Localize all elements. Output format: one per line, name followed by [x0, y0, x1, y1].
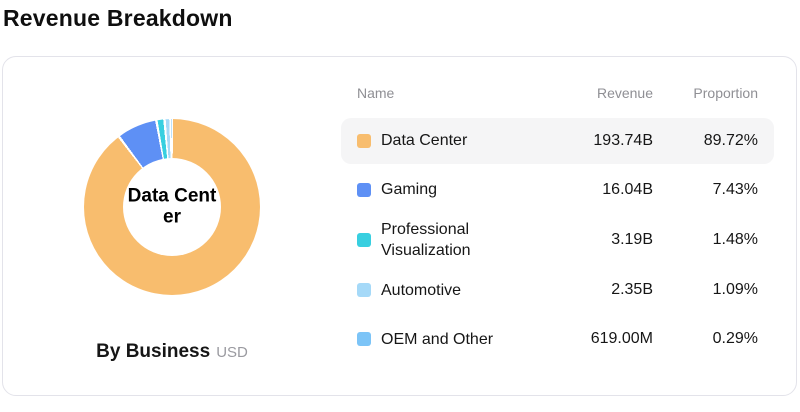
row-proportion-value: 1.48%	[712, 231, 758, 249]
row-name-cell: Gaming	[357, 179, 533, 200]
row-name-label: Professional Visualization	[381, 221, 471, 260]
row-proportion-value: 1.09%	[712, 281, 758, 299]
table-row[interactable]: Gaming 16.04B 7.43%	[341, 167, 774, 213]
row-revenue-value: 2.35B	[611, 281, 653, 299]
table-row[interactable]: Professional Visualization 3.19B 1.48%	[341, 216, 774, 264]
chart-caption-unit: USD	[216, 344, 248, 361]
series-color-swatch	[357, 332, 371, 347]
donut-center-label-line1: Data Cent	[127, 185, 217, 207]
table-body: Data Center 193.74B 89.72% Gaming 16.04B…	[341, 118, 774, 362]
row-name-cell: Data Center	[357, 130, 533, 151]
page-title: Revenue Breakdown	[3, 5, 233, 31]
series-color-swatch	[357, 283, 371, 298]
header-revenue: Revenue	[596, 85, 653, 101]
series-color-swatch	[357, 133, 371, 148]
legend-table: Name Revenue Proportion Data Center 193.…	[341, 83, 774, 395]
donut-center-label-line2: er	[163, 206, 181, 227]
donut-hole	[123, 158, 221, 256]
row-proportion-value: 89.72%	[703, 132, 758, 149]
header-proportion: Proportion	[693, 85, 758, 101]
revenue-breakdown-card: Data Cent er By Business USD Name Revenue…	[2, 56, 797, 396]
table-row[interactable]: OEM and Other 619.00M 0.29%	[341, 316, 774, 362]
row-name-cell: OEM and Other	[357, 329, 533, 350]
row-revenue-value: 16.04B	[602, 181, 653, 198]
row-revenue-value: 619.00M	[590, 330, 653, 348]
series-color-swatch	[357, 182, 371, 197]
header-name: Name	[357, 85, 395, 101]
table-row[interactable]: Automotive 2.35B 1.09%	[341, 267, 774, 313]
row-proportion-value: 7.43%	[712, 181, 758, 198]
donut-center-label: Data Cent er	[114, 186, 230, 227]
row-name-cell: Professional Visualization	[357, 219, 533, 261]
chart-caption: By Business USD	[96, 341, 248, 363]
table-header-row: Name Revenue Proportion	[341, 83, 774, 103]
row-name-label: Automotive	[381, 281, 462, 299]
table-row[interactable]: Data Center 193.74B 89.72%	[341, 118, 774, 164]
donut-section: Data Cent er By Business USD	[3, 83, 341, 395]
row-name-cell: Automotive	[357, 280, 533, 301]
donut-chart[interactable]: Data Cent er	[84, 119, 260, 295]
row-proportion-value: 0.29%	[712, 330, 758, 348]
row-revenue-value: 3.19B	[611, 231, 653, 249]
row-revenue-value: 193.74B	[593, 132, 653, 149]
row-name-label: OEM and Other	[381, 330, 494, 348]
chart-caption-title: By Business	[96, 341, 211, 362]
row-name-label: Data Center	[381, 132, 468, 150]
row-name-label: Gaming	[381, 181, 438, 199]
series-color-swatch	[357, 233, 371, 248]
